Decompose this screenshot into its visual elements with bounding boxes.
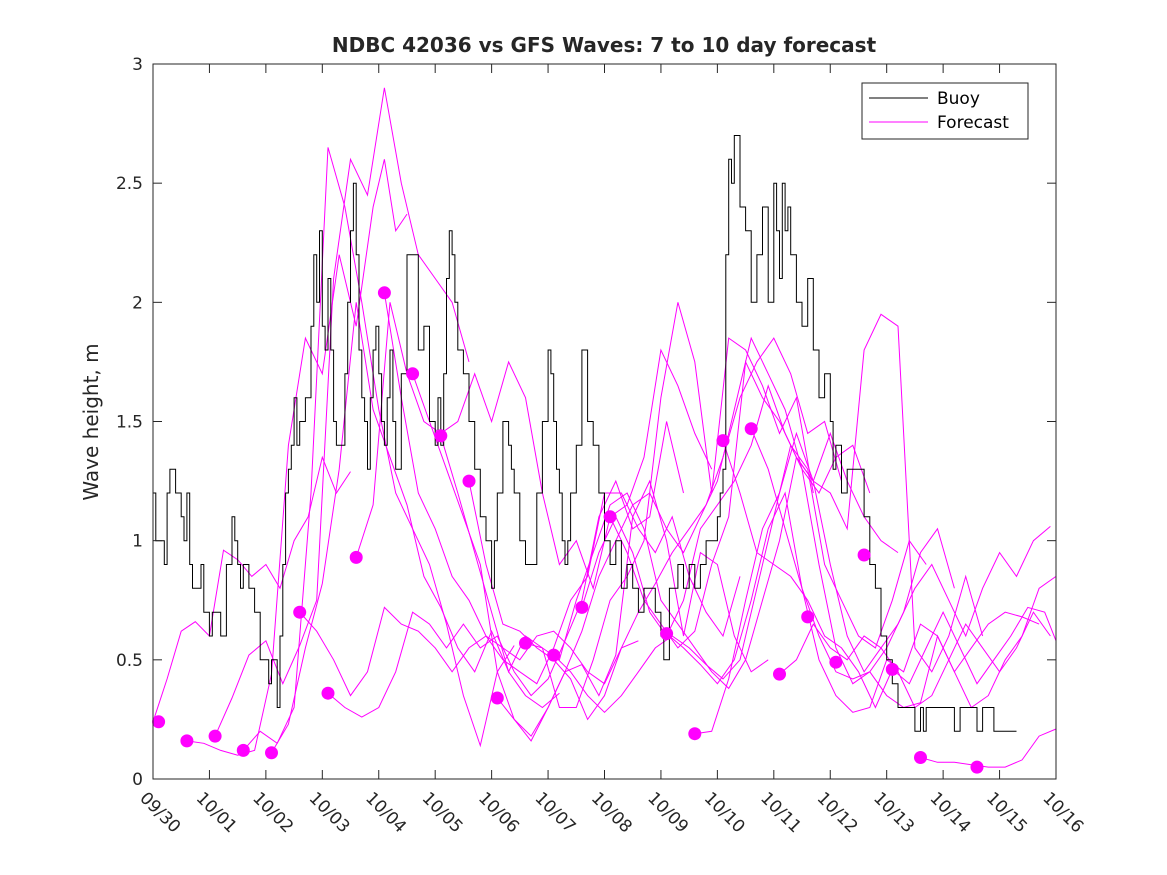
forecast-marker-4: [265, 746, 278, 760]
y-tick-label-1: 0.5: [116, 651, 143, 671]
legend-buoy-label: Buoy: [937, 89, 980, 109]
buoy-line: [153, 135, 1017, 732]
y-tick-label-2: 1: [132, 532, 143, 552]
forecast-marker-25: [885, 662, 899, 676]
forecast-line-0: [152, 455, 351, 722]
forecast-marker-12: [490, 691, 504, 705]
forecast-marker-9: [406, 367, 420, 381]
forecast-marker-3: [236, 743, 250, 757]
forecast-line-4: [271, 302, 560, 754]
forecast-line-22: [920, 728, 1057, 768]
y-tick-label-3: 1.5: [116, 413, 143, 433]
forecast-marker-20: [744, 422, 758, 436]
forecast-line-3: [242, 147, 515, 751]
forecast-marker-17: [660, 627, 674, 641]
forecast-marker-10: [434, 429, 448, 443]
forecast-marker-8: [377, 286, 391, 300]
legend-box: [861, 82, 1029, 140]
forecast-marker-18: [688, 727, 702, 741]
forecast-marker-7: [349, 550, 363, 564]
forecast-marker-27: [970, 760, 984, 774]
forecast-marker-14: [547, 648, 561, 662]
legend-forecast-label: Forecast: [937, 113, 1009, 133]
forecast-line-9: [412, 373, 769, 742]
forecast-marker-15: [575, 600, 589, 614]
y-tick-label-0: 0: [132, 770, 143, 790]
forecast-marker-13: [519, 636, 532, 650]
forecast-line-7: [355, 302, 713, 591]
y-axis-label: Wave height, m: [79, 343, 103, 500]
forecast-marker-0: [152, 715, 166, 729]
forecast-marker-11: [462, 474, 476, 488]
y-tick-label-6: 3: [132, 55, 143, 75]
forecast-line-12: [496, 336, 871, 737]
forecast-marker-26: [914, 751, 927, 764]
forecast-line-8: [383, 292, 741, 685]
forecast-line-6: [327, 421, 684, 718]
chart-title: NDBC 42036 vs GFS Waves: 7 to 10 day for…: [332, 33, 877, 57]
forecast-marker-23: [829, 655, 843, 669]
forecast-line-5: [299, 606, 639, 697]
forecast-line-16: [609, 313, 984, 673]
forecast-marker-2: [208, 729, 222, 743]
forecast-marker-22: [801, 610, 815, 624]
forecast-line-14: [553, 444, 927, 714]
forecast-marker-1: [180, 734, 194, 748]
forecast-marker-19: [716, 434, 730, 448]
forecast-line-1: [186, 159, 408, 756]
y-tick-label-4: 2: [132, 293, 143, 313]
y-tick-label-5: 2.5: [116, 174, 143, 194]
forecast-marker-5: [293, 605, 307, 619]
forecast-marker-21: [773, 667, 786, 681]
forecast-line-18: [694, 431, 1051, 735]
forecast-marker-16: [603, 510, 617, 524]
forecast-line-2: [214, 87, 470, 737]
series-layer: [152, 87, 1057, 774]
legend: Buoy Forecast: [861, 82, 1029, 140]
forecast-marker-24: [857, 548, 871, 562]
forecast-marker-6: [321, 686, 335, 700]
